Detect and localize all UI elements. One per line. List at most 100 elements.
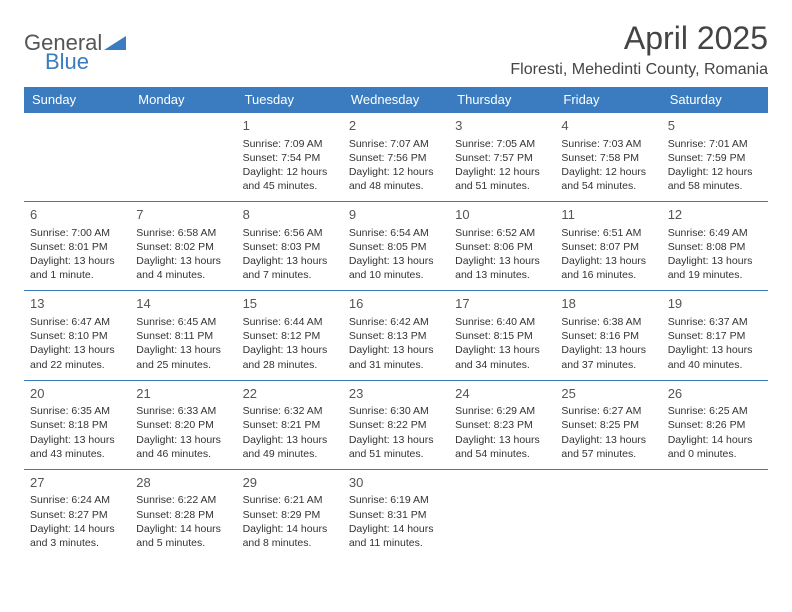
sunset-text: Sunset: 8:06 PM <box>455 240 549 254</box>
calendar-row: 1Sunrise: 7:09 AMSunset: 7:54 PMDaylight… <box>24 113 768 202</box>
weekday-header: Thursday <box>449 87 555 113</box>
calendar-cell: 15Sunrise: 6:44 AMSunset: 8:12 PMDayligh… <box>237 291 343 380</box>
daylight-text: Daylight: 12 hours and 48 minutes. <box>349 165 443 193</box>
calendar-row: 20Sunrise: 6:35 AMSunset: 8:18 PMDayligh… <box>24 380 768 469</box>
calendar-cell: 16Sunrise: 6:42 AMSunset: 8:13 PMDayligh… <box>343 291 449 380</box>
sunset-text: Sunset: 8:29 PM <box>243 508 337 522</box>
sunset-text: Sunset: 8:02 PM <box>136 240 230 254</box>
daylight-text: Daylight: 12 hours and 58 minutes. <box>668 165 762 193</box>
sunset-text: Sunset: 8:16 PM <box>561 329 655 343</box>
daylight-text: Daylight: 13 hours and 28 minutes. <box>243 343 337 371</box>
sunrise-text: Sunrise: 6:49 AM <box>668 226 762 240</box>
title-block: April 2025 Floresti, Mehedinti County, R… <box>510 20 768 79</box>
day-number: 18 <box>561 295 655 313</box>
sunset-text: Sunset: 8:03 PM <box>243 240 337 254</box>
sunset-text: Sunset: 8:10 PM <box>30 329 124 343</box>
sunrise-text: Sunrise: 6:54 AM <box>349 226 443 240</box>
daylight-text: Daylight: 13 hours and 51 minutes. <box>349 433 443 461</box>
sunset-text: Sunset: 8:28 PM <box>136 508 230 522</box>
weekday-header: Monday <box>130 87 236 113</box>
calendar-cell <box>24 113 130 202</box>
daylight-text: Daylight: 13 hours and 57 minutes. <box>561 433 655 461</box>
sunrise-text: Sunrise: 6:56 AM <box>243 226 337 240</box>
calendar-cell: 4Sunrise: 7:03 AMSunset: 7:58 PMDaylight… <box>555 113 661 202</box>
day-number: 23 <box>349 385 443 403</box>
daylight-text: Daylight: 13 hours and 40 minutes. <box>668 343 762 371</box>
sunset-text: Sunset: 8:25 PM <box>561 418 655 432</box>
calendar-cell: 2Sunrise: 7:07 AMSunset: 7:56 PMDaylight… <box>343 113 449 202</box>
weekday-header: Wednesday <box>343 87 449 113</box>
sunrise-text: Sunrise: 6:38 AM <box>561 315 655 329</box>
sunrise-text: Sunrise: 6:37 AM <box>668 315 762 329</box>
daylight-text: Daylight: 13 hours and 22 minutes. <box>30 343 124 371</box>
location-text: Floresti, Mehedinti County, Romania <box>510 61 768 79</box>
logo-triangle-icon <box>104 32 126 55</box>
day-number: 22 <box>243 385 337 403</box>
calendar-cell: 29Sunrise: 6:21 AMSunset: 8:29 PMDayligh… <box>237 469 343 558</box>
weekday-header: Friday <box>555 87 661 113</box>
day-number: 7 <box>136 206 230 224</box>
day-number: 4 <box>561 117 655 135</box>
sunset-text: Sunset: 8:18 PM <box>30 418 124 432</box>
sunrise-text: Sunrise: 6:51 AM <box>561 226 655 240</box>
calendar-cell: 20Sunrise: 6:35 AMSunset: 8:18 PMDayligh… <box>24 380 130 469</box>
calendar-cell: 9Sunrise: 6:54 AMSunset: 8:05 PMDaylight… <box>343 202 449 291</box>
sunset-text: Sunset: 8:26 PM <box>668 418 762 432</box>
daylight-text: Daylight: 12 hours and 51 minutes. <box>455 165 549 193</box>
calendar-cell <box>130 113 236 202</box>
sunset-text: Sunset: 8:05 PM <box>349 240 443 254</box>
daylight-text: Daylight: 13 hours and 4 minutes. <box>136 254 230 282</box>
sunset-text: Sunset: 8:11 PM <box>136 329 230 343</box>
sunrise-text: Sunrise: 6:24 AM <box>30 493 124 507</box>
sunset-text: Sunset: 8:17 PM <box>668 329 762 343</box>
calendar-cell: 27Sunrise: 6:24 AMSunset: 8:27 PMDayligh… <box>24 469 130 558</box>
day-number: 20 <box>30 385 124 403</box>
sunrise-text: Sunrise: 6:30 AM <box>349 404 443 418</box>
calendar-cell: 30Sunrise: 6:19 AMSunset: 8:31 PMDayligh… <box>343 469 449 558</box>
sunrise-text: Sunrise: 6:58 AM <box>136 226 230 240</box>
calendar-cell <box>662 469 768 558</box>
calendar-row: 27Sunrise: 6:24 AMSunset: 8:27 PMDayligh… <box>24 469 768 558</box>
sunset-text: Sunset: 7:57 PM <box>455 151 549 165</box>
day-number: 28 <box>136 474 230 492</box>
daylight-text: Daylight: 13 hours and 34 minutes. <box>455 343 549 371</box>
sunset-text: Sunset: 8:01 PM <box>30 240 124 254</box>
sunset-text: Sunset: 8:22 PM <box>349 418 443 432</box>
calendar-row: 13Sunrise: 6:47 AMSunset: 8:10 PMDayligh… <box>24 291 768 380</box>
sunrise-text: Sunrise: 6:52 AM <box>455 226 549 240</box>
day-number: 29 <box>243 474 337 492</box>
day-number: 14 <box>136 295 230 313</box>
daylight-text: Daylight: 13 hours and 1 minute. <box>30 254 124 282</box>
sunset-text: Sunset: 8:08 PM <box>668 240 762 254</box>
sunset-text: Sunset: 7:54 PM <box>243 151 337 165</box>
daylight-text: Daylight: 14 hours and 3 minutes. <box>30 522 124 550</box>
calendar-cell: 24Sunrise: 6:29 AMSunset: 8:23 PMDayligh… <box>449 380 555 469</box>
calendar-cell: 6Sunrise: 7:00 AMSunset: 8:01 PMDaylight… <box>24 202 130 291</box>
weekday-header: Saturday <box>662 87 768 113</box>
calendar-cell: 10Sunrise: 6:52 AMSunset: 8:06 PMDayligh… <box>449 202 555 291</box>
day-number: 12 <box>668 206 762 224</box>
calendar-cell: 22Sunrise: 6:32 AMSunset: 8:21 PMDayligh… <box>237 380 343 469</box>
daylight-text: Daylight: 14 hours and 0 minutes. <box>668 433 762 461</box>
sunset-text: Sunset: 8:13 PM <box>349 329 443 343</box>
calendar-cell: 8Sunrise: 6:56 AMSunset: 8:03 PMDaylight… <box>237 202 343 291</box>
daylight-text: Daylight: 13 hours and 10 minutes. <box>349 254 443 282</box>
sunrise-text: Sunrise: 7:03 AM <box>561 137 655 151</box>
calendar-cell: 14Sunrise: 6:45 AMSunset: 8:11 PMDayligh… <box>130 291 236 380</box>
sunset-text: Sunset: 8:27 PM <box>30 508 124 522</box>
daylight-text: Daylight: 13 hours and 37 minutes. <box>561 343 655 371</box>
calendar-cell: 23Sunrise: 6:30 AMSunset: 8:22 PMDayligh… <box>343 380 449 469</box>
daylight-text: Daylight: 13 hours and 7 minutes. <box>243 254 337 282</box>
day-number: 13 <box>30 295 124 313</box>
sunrise-text: Sunrise: 7:05 AM <box>455 137 549 151</box>
day-number: 2 <box>349 117 443 135</box>
day-number: 27 <box>30 474 124 492</box>
calendar-cell: 21Sunrise: 6:33 AMSunset: 8:20 PMDayligh… <box>130 380 236 469</box>
day-number: 30 <box>349 474 443 492</box>
daylight-text: Daylight: 13 hours and 25 minutes. <box>136 343 230 371</box>
calendar-cell <box>555 469 661 558</box>
calendar-cell: 3Sunrise: 7:05 AMSunset: 7:57 PMDaylight… <box>449 113 555 202</box>
calendar-cell: 5Sunrise: 7:01 AMSunset: 7:59 PMDaylight… <box>662 113 768 202</box>
daylight-text: Daylight: 13 hours and 49 minutes. <box>243 433 337 461</box>
calendar-table: Sunday Monday Tuesday Wednesday Thursday… <box>24 87 768 558</box>
